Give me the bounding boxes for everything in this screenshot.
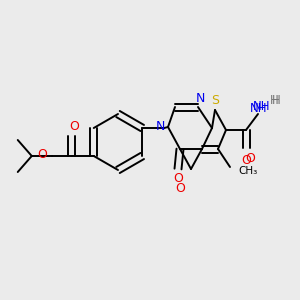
Text: S: S <box>211 94 219 106</box>
Text: NH: NH <box>253 100 271 112</box>
Text: O: O <box>37 148 47 160</box>
Text: O: O <box>173 172 183 185</box>
Text: O: O <box>175 182 185 196</box>
Text: O: O <box>245 152 255 164</box>
Text: N: N <box>155 121 165 134</box>
Text: CH₃: CH₃ <box>238 166 258 176</box>
Text: O: O <box>241 154 251 166</box>
Text: H: H <box>272 94 280 106</box>
Text: O: O <box>69 119 79 133</box>
Text: NH: NH <box>250 101 268 115</box>
Text: N: N <box>195 92 205 104</box>
Text: H: H <box>270 94 278 107</box>
